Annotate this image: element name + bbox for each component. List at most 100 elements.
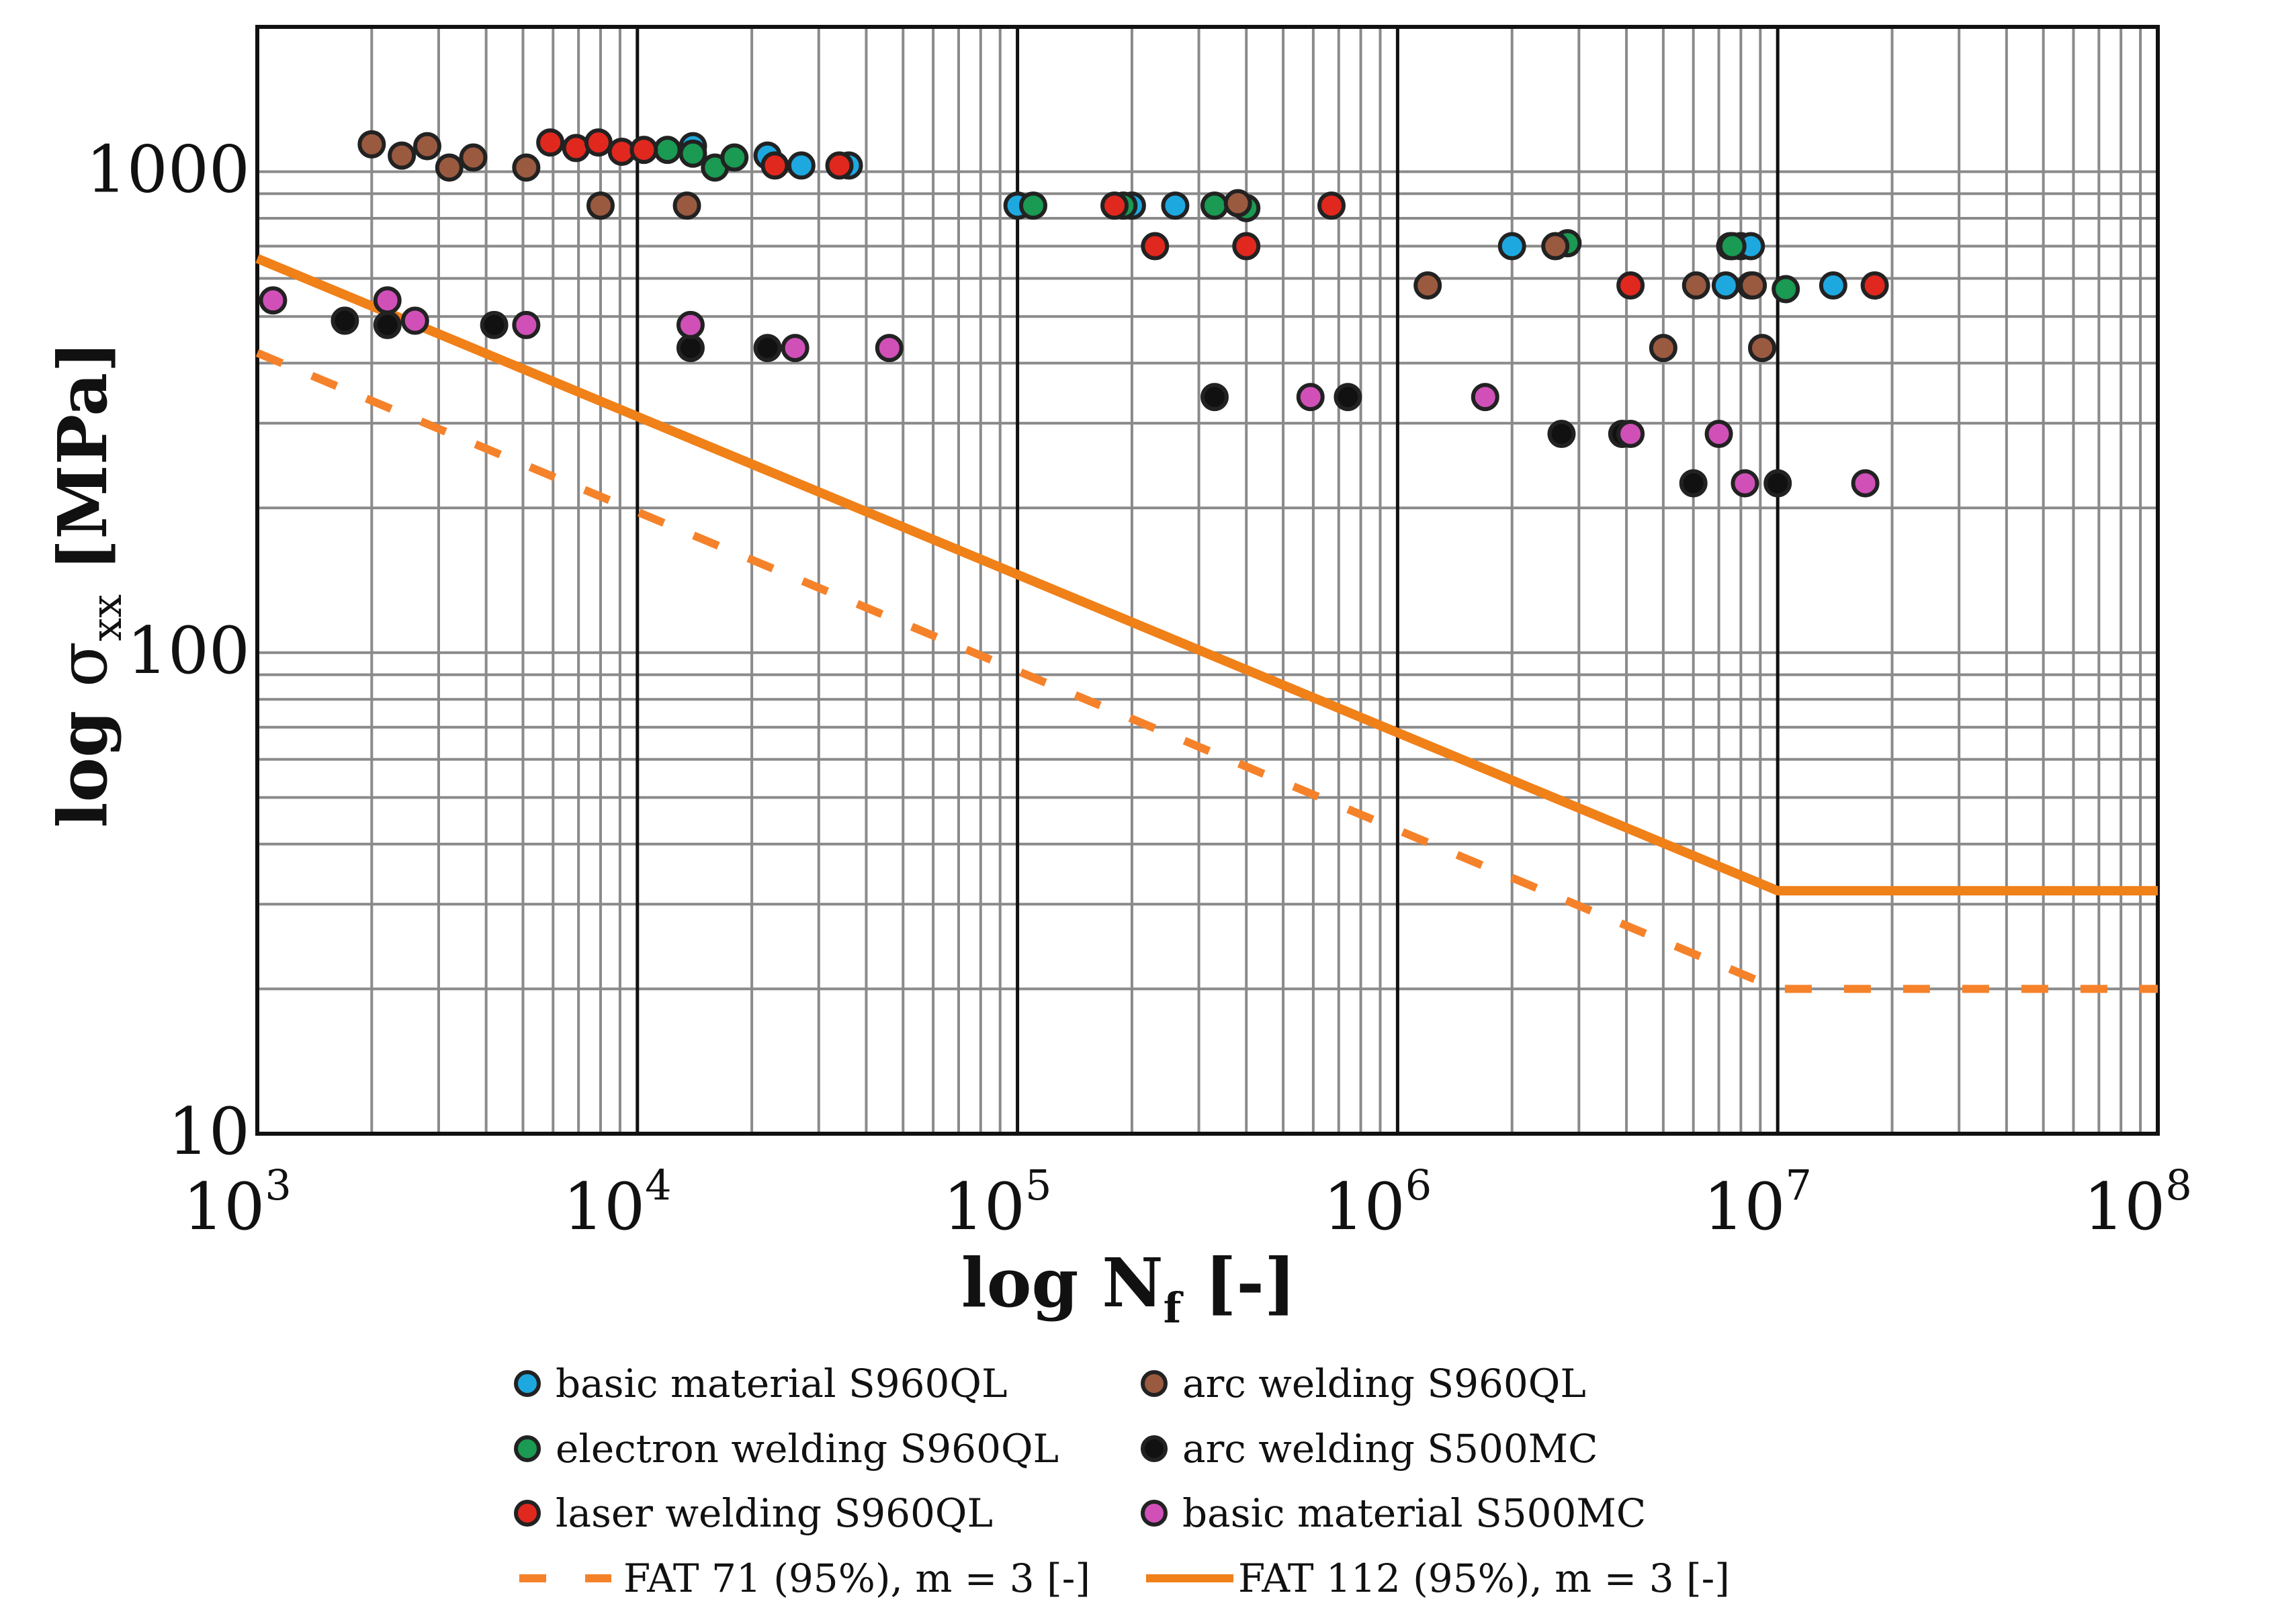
data-point <box>1819 271 1847 300</box>
legend-marker <box>514 1370 541 1397</box>
data-point <box>373 286 402 315</box>
legend-item: electron welding S960QL <box>514 1426 1059 1472</box>
data-point <box>1200 191 1229 220</box>
legend-label: basic material S960QL <box>556 1361 1008 1406</box>
data-point <box>781 334 810 363</box>
series-5 <box>259 286 1880 498</box>
data-point <box>1763 469 1792 498</box>
data-point <box>1200 383 1229 412</box>
x-tick-label: 108 <box>2083 1161 2192 1245</box>
legend-item: basic material S960QL <box>514 1361 1008 1406</box>
data-point <box>825 151 854 180</box>
data-point <box>672 191 701 220</box>
data-point <box>512 310 541 339</box>
data-point <box>1681 271 1710 300</box>
data-point <box>720 143 749 172</box>
legend-label: FAT 71 (95%), m = 3 [-] <box>623 1555 1090 1601</box>
x-tick-labels: 103 104 105 106 107 108 <box>183 1161 2192 1245</box>
data-point <box>679 139 707 168</box>
y-tick-label: 1000 <box>86 132 250 208</box>
legend-item: FAT 112 (95%), m = 3 [-] <box>1146 1555 1730 1601</box>
legend-label: laser welding S960QL <box>556 1490 993 1536</box>
x-tick-label: 104 <box>563 1161 672 1245</box>
fat-71-dashed-line <box>255 349 2158 993</box>
data-point <box>331 306 359 335</box>
data-point <box>1731 469 1759 498</box>
data-point <box>536 128 565 157</box>
data-point <box>1223 189 1252 218</box>
data-point <box>875 334 904 363</box>
data-point <box>435 153 464 182</box>
data-point <box>629 136 658 165</box>
legend-marker <box>1141 1435 1168 1462</box>
data-point <box>1471 383 1499 412</box>
data-point <box>1851 469 1880 498</box>
data-point <box>1541 232 1570 261</box>
x-tick-label: 105 <box>943 1161 1052 1245</box>
data-point <box>512 153 541 182</box>
data-point <box>1679 469 1708 498</box>
legend-label: FAT 112 (95%), m = 3 [-] <box>1238 1555 1730 1601</box>
y-axis-title: log σxx [MPa] <box>43 341 131 827</box>
data-point <box>1616 420 1645 449</box>
data-point <box>259 286 288 315</box>
x-tick-label: 103 <box>183 1161 292 1245</box>
plot-frame <box>255 25 2160 1136</box>
data-point <box>1739 271 1767 300</box>
legend-marker <box>1141 1500 1168 1527</box>
legend-marker <box>514 1435 541 1462</box>
data-point <box>1334 383 1362 412</box>
data-point <box>413 132 442 161</box>
series-2 <box>536 128 1889 300</box>
x-tick-label: 106 <box>1323 1161 1432 1245</box>
data-point <box>1711 271 1740 300</box>
data-point <box>1019 191 1048 220</box>
data-point <box>676 334 705 363</box>
data-point <box>1161 191 1190 220</box>
data-point <box>373 310 402 339</box>
data-point <box>400 306 429 335</box>
data-points <box>259 128 1889 498</box>
data-point <box>676 310 705 339</box>
data-point <box>753 334 782 363</box>
data-point <box>1317 191 1346 220</box>
legend-label: arc welding S500MC <box>1182 1426 1598 1472</box>
legend-marker <box>1141 1370 1168 1397</box>
fat-112-solid-line <box>255 254 2158 896</box>
data-point <box>1547 420 1576 449</box>
legend-label: arc welding S960QL <box>1182 1361 1586 1406</box>
data-point <box>357 130 386 159</box>
x-tick-label: 107 <box>1703 1161 1812 1245</box>
data-point <box>1232 232 1261 261</box>
data-point <box>584 128 613 157</box>
legend-label: electron welding S960QL <box>556 1426 1059 1472</box>
data-point <box>1141 232 1170 261</box>
series-4 <box>331 306 1792 498</box>
data-point <box>388 141 417 170</box>
grid-minor <box>257 27 2158 1134</box>
legend-label: basic material S500MC <box>1182 1490 1646 1536</box>
data-point <box>1100 191 1129 220</box>
data-point <box>459 143 488 172</box>
data-point <box>1772 275 1800 304</box>
legend: basic material S960QL arc welding S960QL e… <box>514 1361 1730 1601</box>
legend-item: arc welding S500MC <box>1141 1426 1598 1472</box>
series-3 <box>357 130 1777 363</box>
legend-item: basic material S500MC <box>1141 1490 1646 1536</box>
data-point <box>1718 232 1747 261</box>
fat-curves <box>255 254 2158 993</box>
legend-item: FAT 71 (95%), m = 3 [-] <box>519 1555 1090 1601</box>
y-tick-label: 10 <box>168 1094 250 1169</box>
data-point <box>1649 334 1677 363</box>
data-point <box>1497 232 1526 261</box>
data-point <box>760 151 789 180</box>
data-point <box>1704 420 1733 449</box>
y-tick-labels: 10 100 1000 <box>86 132 250 1169</box>
data-point <box>480 310 509 339</box>
y-tick-label: 100 <box>127 613 250 688</box>
legend-item: laser welding S960QL <box>514 1490 993 1536</box>
data-point <box>1413 271 1442 300</box>
data-point <box>1296 383 1325 412</box>
